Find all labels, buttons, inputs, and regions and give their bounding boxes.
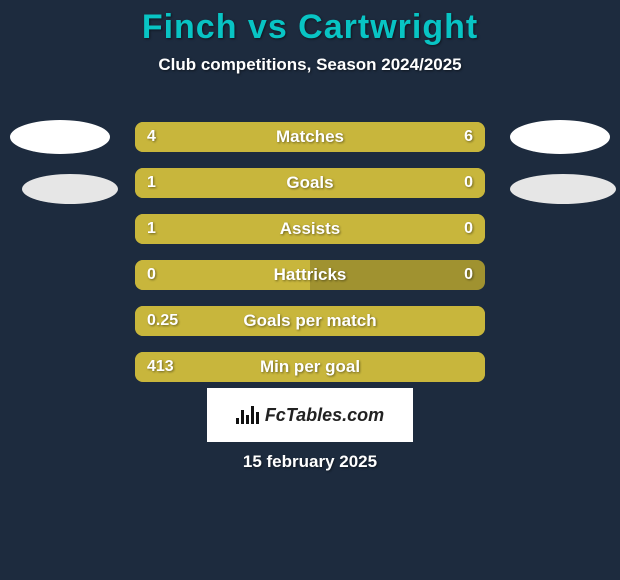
player1-avatar [10,120,110,154]
player2-club-badge [510,174,616,204]
stat-label: Min per goal [135,352,485,382]
stat-value-right: 0 [464,168,473,198]
stat-value-right: 6 [464,122,473,152]
stat-label: Hattricks [135,260,485,290]
stat-row: Hattricks0 0 [135,260,485,290]
stat-row: Assists1 0 [135,214,485,244]
stat-value-right: 0 [464,214,473,244]
brand-text: FcTables.com [265,405,384,426]
stats-container: Matches46Goals10Assists10Hattricks00Goal… [135,122,485,398]
stat-row: Min per goal413 [135,352,485,382]
brand-badge: FcTables.com [207,388,413,442]
stat-label: Goals [135,168,485,198]
player2-avatar [510,120,610,154]
stat-row: Goals per match0.25 [135,306,485,336]
comparison-card: Finch vs Cartwright Club competitions, S… [0,0,620,580]
stat-label: Assists [135,214,485,244]
stat-value-right: 0 [464,260,473,290]
stat-value-left: 413 [147,352,174,382]
stat-value-left: 4 [147,122,156,152]
stat-label: Matches [135,122,485,152]
page-title: Finch vs Cartwright [0,0,620,47]
player1-club-badge [22,174,118,204]
stat-row: Goals1 0 [135,168,485,198]
brand-bars-icon [236,406,259,424]
stat-value-left: 1 [147,168,156,198]
stat-row: Matches4 6 [135,122,485,152]
date-text: 15 february 2025 [0,452,620,472]
stat-value-left: 1 [147,214,156,244]
subtitle: Club competitions, Season 2024/2025 [0,55,620,75]
stat-label: Goals per match [135,306,485,336]
stat-value-left: 0.25 [147,306,178,336]
stat-value-left: 0 [147,260,156,290]
